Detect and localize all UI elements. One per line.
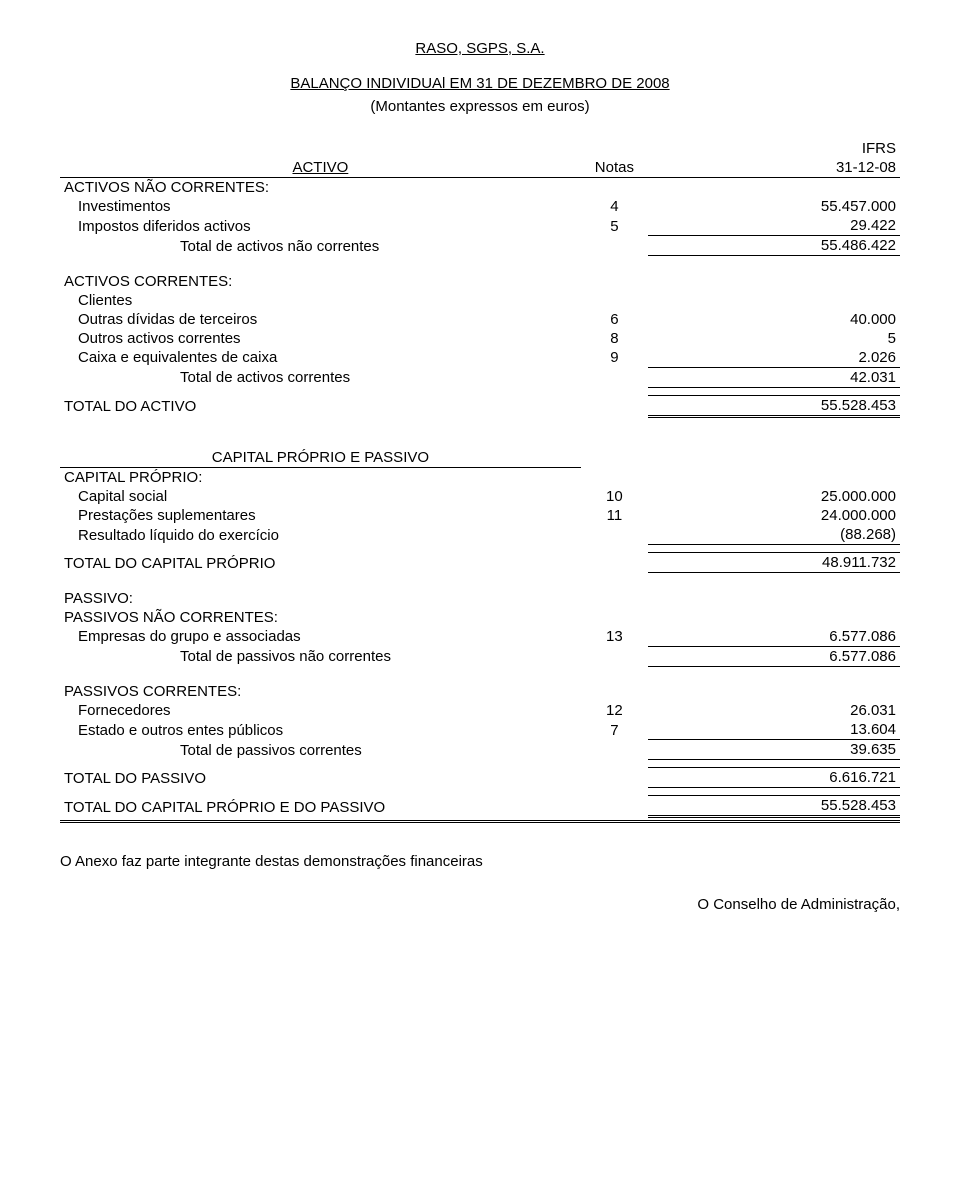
- row-value: 55.528.453: [648, 395, 900, 416]
- row-value: 26.031: [648, 701, 900, 720]
- row-note: 12: [581, 701, 648, 720]
- row-value: 24.000.000: [648, 506, 900, 525]
- row-note: 13: [581, 627, 648, 647]
- row-note: 8: [581, 329, 648, 348]
- row-label: Empresas do grupo e associadas: [60, 627, 581, 647]
- row-value: 5: [648, 329, 900, 348]
- table-row: TOTAL DO PASSIVO 6.616.721: [60, 768, 900, 788]
- row-value: 6.616.721: [648, 768, 900, 788]
- table-row: Impostos diferidos activos 5 29.422: [60, 216, 900, 236]
- row-value: 6.577.086: [648, 646, 900, 666]
- balance-sheet-table: IFRS ACTIVO Notas 31-12-08 ACTIVOS NÃO C…: [60, 139, 900, 823]
- row-value: (88.268): [648, 525, 900, 545]
- section-pc-title: PASSIVOS CORRENTES:: [60, 682, 581, 701]
- row-label: Total de passivos correntes: [60, 740, 581, 760]
- table-row: TOTAL DO CAPITAL PRÓPRIO E DO PASSIVO 55…: [60, 796, 900, 817]
- table-row: Capital social 10 25.000.000: [60, 487, 900, 506]
- footer-note: O Anexo faz parte integrante destas demo…: [60, 853, 900, 870]
- row-label: TOTAL DO CAPITAL PRÓPRIO: [60, 553, 581, 573]
- row-label: Caixa e equivalentes de caixa: [60, 348, 581, 368]
- company-name: RASO, SGPS, S.A.: [60, 40, 900, 57]
- row-value: 55.528.453: [648, 796, 900, 817]
- table-row: Outros activos correntes 8 5: [60, 329, 900, 348]
- table-row: Fornecedores 12 26.031: [60, 701, 900, 720]
- row-value: 39.635: [648, 740, 900, 760]
- row-label: Fornecedores: [60, 701, 581, 720]
- row-note: 9: [581, 348, 648, 368]
- row-label: Capital social: [60, 487, 581, 506]
- row-label: TOTAL DO PASSIVO: [60, 768, 581, 788]
- section-anc-title: ACTIVOS NÃO CORRENTES:: [60, 178, 581, 198]
- row-label: TOTAL DO CAPITAL PRÓPRIO E DO PASSIVO: [60, 796, 581, 817]
- row-value: 55.486.422: [648, 236, 900, 256]
- row-note: 10: [581, 487, 648, 506]
- header-ifrs: IFRS: [648, 139, 900, 158]
- row-value: 29.422: [648, 216, 900, 236]
- table-row: Caixa e equivalentes de caixa 9 2.026: [60, 348, 900, 368]
- row-label: Outras dívidas de terceiros: [60, 310, 581, 329]
- footer-sign: O Conselho de Administração,: [60, 896, 900, 913]
- row-value: 13.604: [648, 720, 900, 740]
- table-row: Resultado líquido do exercício (88.268): [60, 525, 900, 545]
- row-label: Estado e outros entes públicos: [60, 720, 581, 740]
- row-label: Total de activos não correntes: [60, 236, 581, 256]
- table-row: Estado e outros entes públicos 7 13.604: [60, 720, 900, 740]
- header-date: 31-12-08: [648, 158, 900, 178]
- section-passivo-title: PASSIVO:: [60, 589, 581, 608]
- row-label: Total de activos correntes: [60, 367, 581, 387]
- header-capital-passivo: CAPITAL PRÓPRIO E PASSIVO: [60, 448, 581, 468]
- table-row: Empresas do grupo e associadas 13 6.577.…: [60, 627, 900, 647]
- table-row: Total de activos não correntes 55.486.42…: [60, 236, 900, 256]
- row-value: 40.000: [648, 310, 900, 329]
- row-value: 48.911.732: [648, 553, 900, 573]
- section-cp-title: CAPITAL PRÓPRIO:: [60, 468, 581, 488]
- header-activo: ACTIVO: [60, 158, 581, 178]
- row-note: 5: [581, 216, 648, 236]
- row-label: Total de passivos não correntes: [60, 646, 581, 666]
- table-row: Outras dívidas de terceiros 6 40.000: [60, 310, 900, 329]
- table-row: Total de activos correntes 42.031: [60, 367, 900, 387]
- row-note: 11: [581, 506, 648, 525]
- section-ac-title: ACTIVOS CORRENTES:: [60, 272, 581, 291]
- section-pnc-title: PASSIVOS NÃO CORRENTES:: [60, 608, 581, 627]
- statement-title: BALANÇO INDIVIDUAl EM 31 DE DEZEMBRO DE …: [60, 75, 900, 92]
- row-value: 42.031: [648, 367, 900, 387]
- row-note: 4: [581, 197, 648, 216]
- row-note: 6: [581, 310, 648, 329]
- table-row: Total de passivos correntes 39.635: [60, 740, 900, 760]
- table-row: Prestações suplementares 11 24.000.000: [60, 506, 900, 525]
- row-label: Clientes: [60, 291, 581, 310]
- row-label: Impostos diferidos activos: [60, 216, 581, 236]
- row-value: 2.026: [648, 348, 900, 368]
- header-notas: Notas: [581, 158, 648, 178]
- row-label: Investimentos: [60, 197, 581, 216]
- table-row: TOTAL DO CAPITAL PRÓPRIO 48.911.732: [60, 553, 900, 573]
- row-value: 25.000.000: [648, 487, 900, 506]
- row-value: 55.457.000: [648, 197, 900, 216]
- row-note: [581, 525, 648, 545]
- row-label: Outros activos correntes: [60, 329, 581, 348]
- row-label: TOTAL DO ACTIVO: [60, 395, 581, 416]
- row-label: Prestações suplementares: [60, 506, 581, 525]
- row-label: Resultado líquido do exercício: [60, 525, 581, 545]
- table-row: Investimentos 4 55.457.000: [60, 197, 900, 216]
- table-row: Total de passivos não correntes 6.577.08…: [60, 646, 900, 666]
- row-note: 7: [581, 720, 648, 740]
- row-value: 6.577.086: [648, 627, 900, 647]
- units-note: (Montantes expressos em euros): [60, 98, 900, 115]
- table-row: TOTAL DO ACTIVO 55.528.453: [60, 395, 900, 416]
